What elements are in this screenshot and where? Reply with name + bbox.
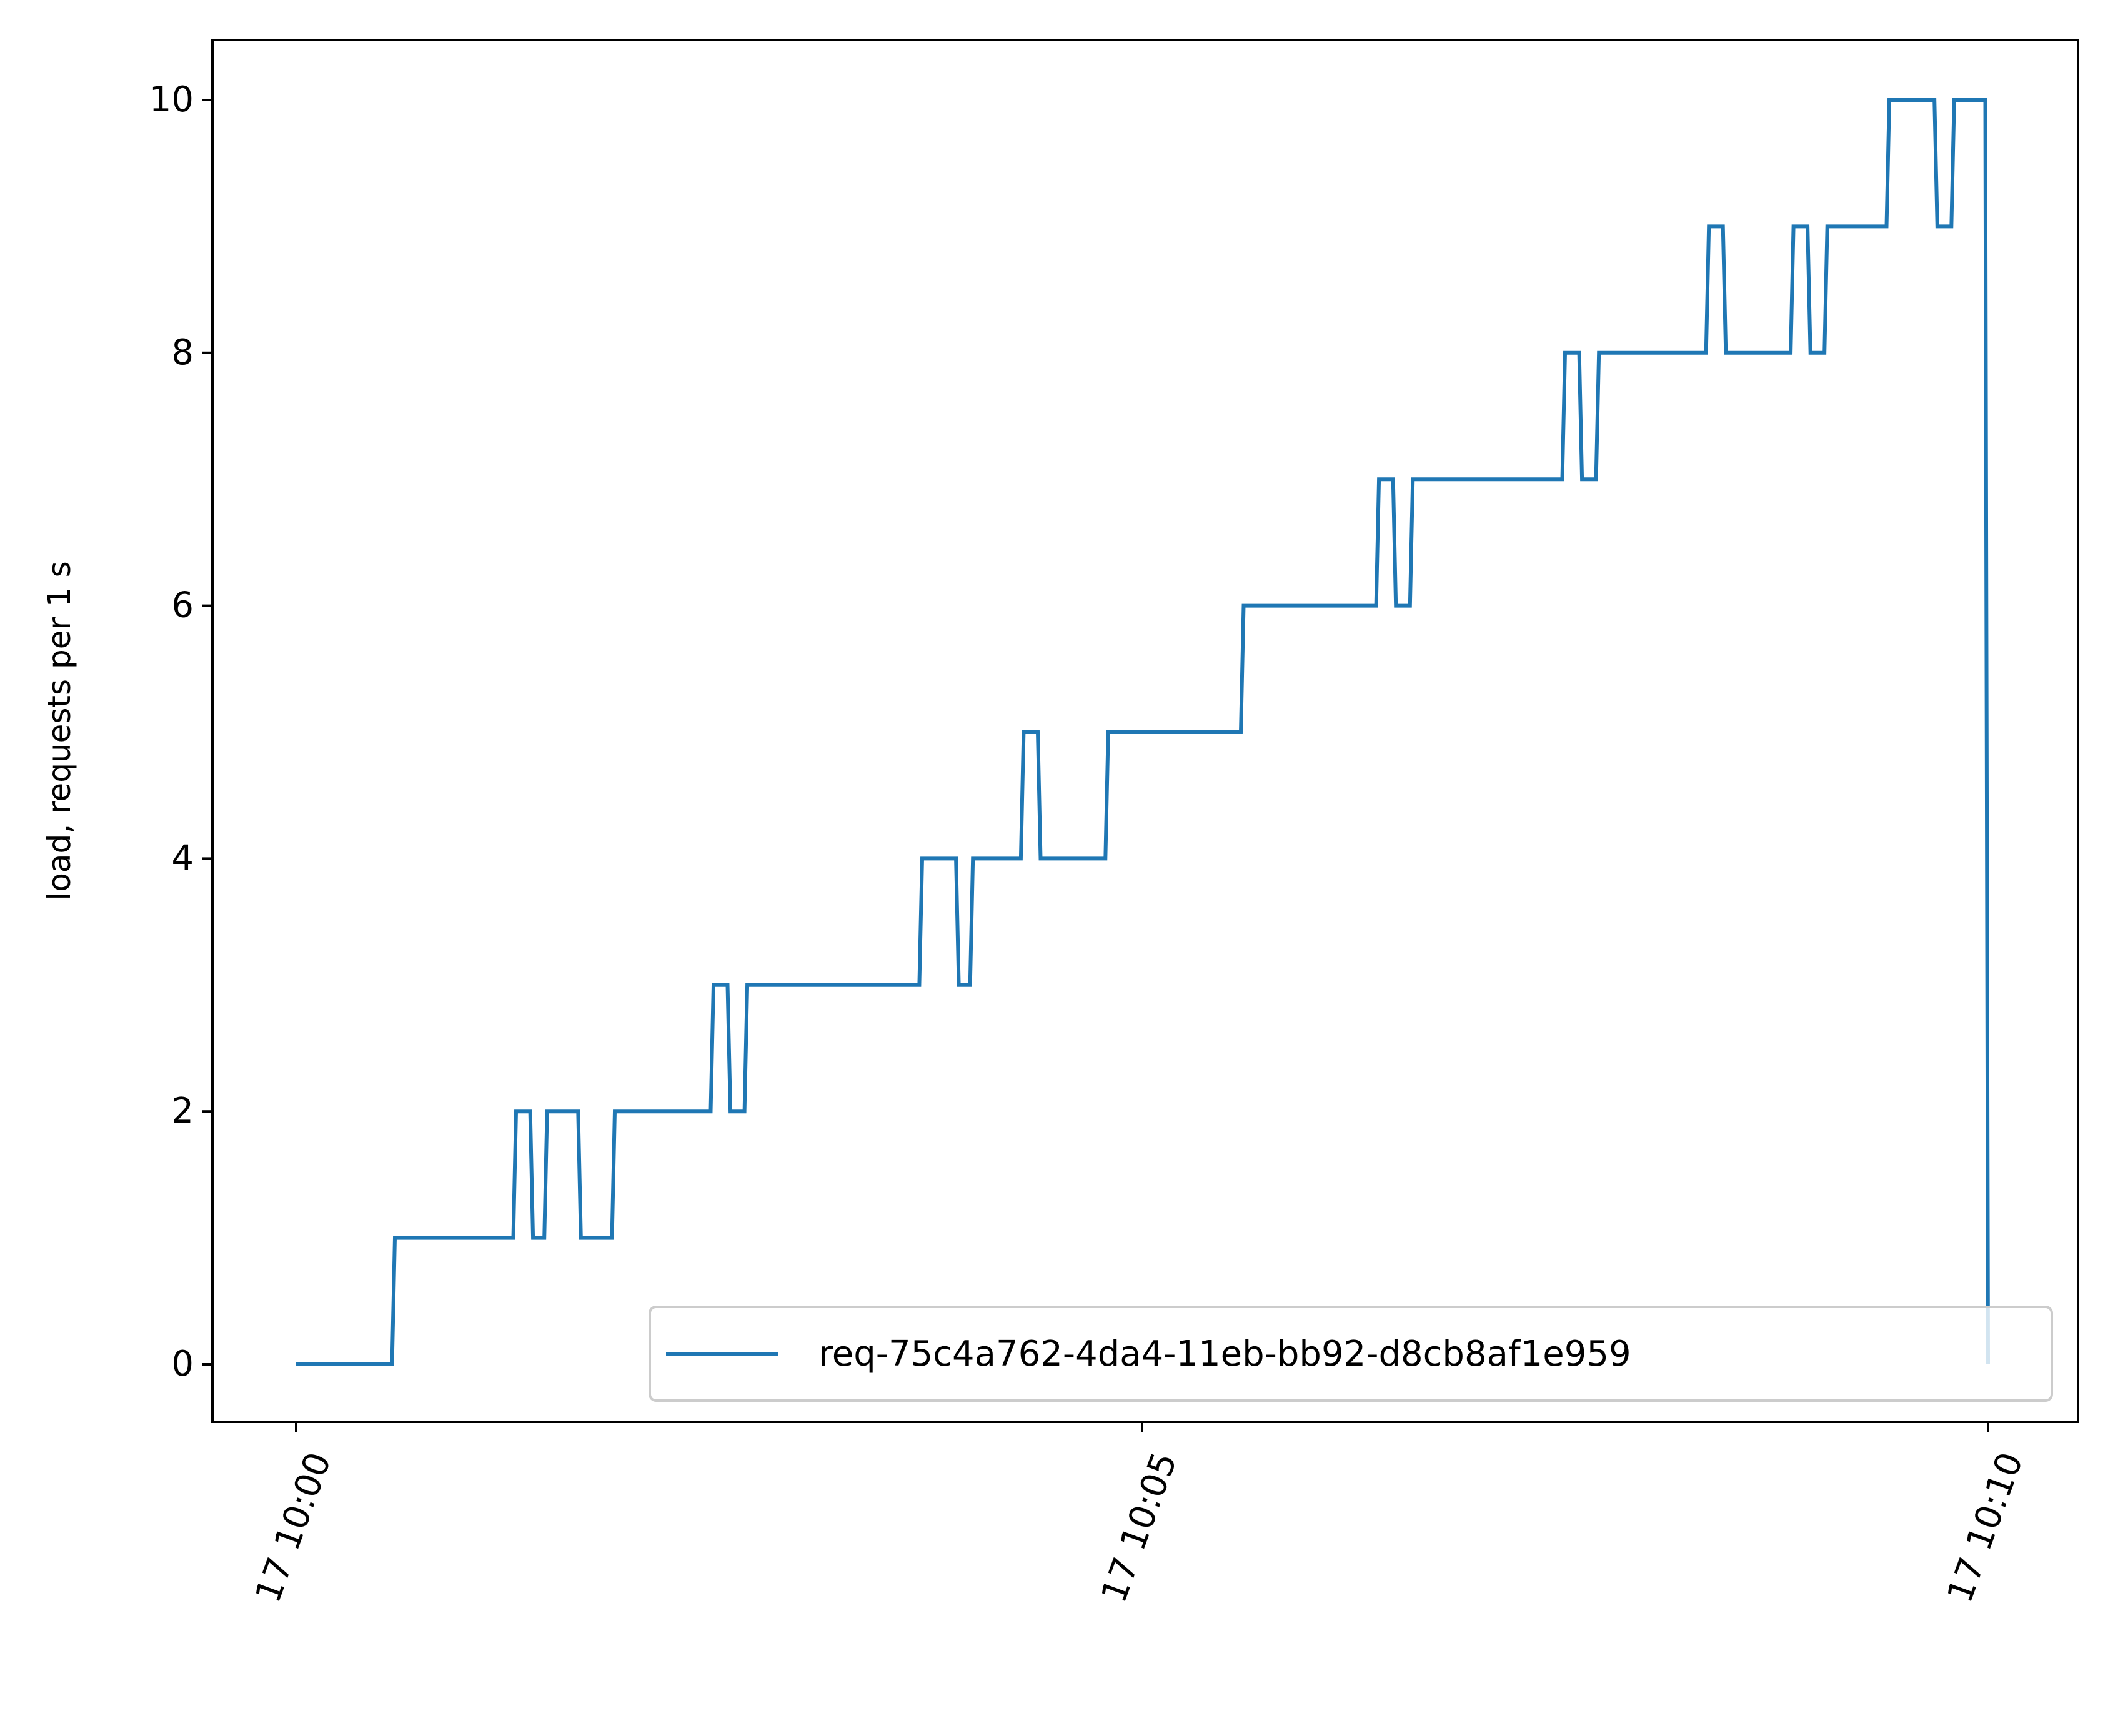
series-layer — [296, 98, 1990, 1366]
y-tick-label: 6 — [171, 585, 194, 626]
legend: req-75c4a762-4da4-11eb-bb92-d8cb8af1e959 — [649, 1306, 2053, 1402]
y-tick-label: 8 — [171, 332, 194, 373]
plot-frame — [211, 39, 2079, 1423]
y-axis-label: load, requests per 1 s — [41, 561, 77, 900]
legend-box — [649, 1306, 2053, 1402]
y-tick-label: 4 — [171, 838, 194, 878]
y-tick-label: 0 — [171, 1344, 194, 1384]
legend-label: req-75c4a762-4da4-11eb-bb92-d8cb8af1e959 — [818, 1334, 1631, 1374]
y-tick-label: 2 — [171, 1091, 194, 1131]
y-tick-label: 10 — [149, 79, 194, 120]
series-line — [296, 98, 1990, 1366]
